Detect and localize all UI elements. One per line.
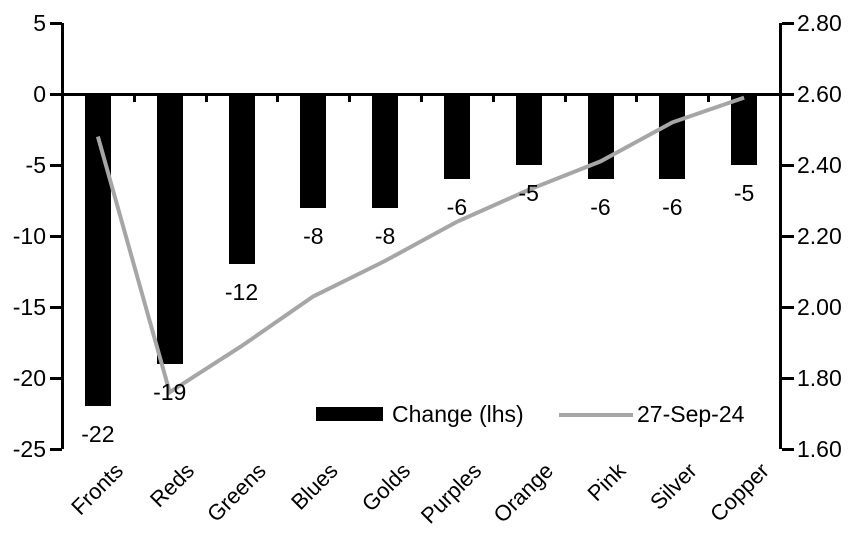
category-label: Copper — [705, 458, 774, 527]
bar — [372, 95, 399, 208]
legend-bar-series-label: Change (lhs) — [392, 401, 524, 427]
category-label: Fronts — [65, 458, 128, 520]
category-label: Reds — [145, 458, 200, 512]
right-axis-tick-label: 2.20 — [797, 223, 842, 249]
category-boundary-tick — [348, 94, 352, 102]
left-axis-tick — [50, 234, 62, 238]
category-boundary-tick — [635, 94, 639, 102]
category-boundary-tick — [491, 94, 495, 102]
right-axis-tick — [782, 447, 794, 451]
category-boundary-tick — [132, 94, 136, 102]
bar-data-label: -6 — [590, 194, 611, 221]
left-axis-tick — [50, 376, 62, 380]
category-boundary-tick — [779, 94, 782, 102]
bar — [228, 95, 255, 265]
bar-data-label: -5 — [733, 180, 755, 206]
category-boundary-tick — [563, 94, 567, 102]
right-axis-tick — [782, 163, 794, 167]
right-axis-tick-label: 2.00 — [797, 294, 842, 320]
category-label: Blues — [286, 458, 343, 515]
bar-data-label: -6 — [446, 194, 468, 221]
bar-data-label: -8 — [303, 222, 324, 249]
right-axis-tick — [782, 92, 794, 96]
left-axis-tick-label: -5 — [25, 152, 46, 178]
bar — [731, 95, 758, 165]
left-axis-tick-label: -20 — [12, 365, 46, 391]
category-boundary-tick — [420, 94, 423, 102]
left-axis-tick — [50, 163, 62, 167]
category-label: Silver — [645, 458, 702, 515]
bar-data-label: -12 — [224, 279, 259, 306]
category-boundary-tick — [61, 94, 64, 102]
right-axis-tick-label: 1.80 — [797, 365, 842, 391]
right-axis-tick-label: 2.60 — [797, 81, 842, 107]
right-axis-tick-label: 2.80 — [797, 10, 842, 36]
left-axis-tick — [50, 21, 62, 25]
category-boundary-tick — [276, 94, 280, 102]
category-label: Purples — [416, 458, 487, 529]
bar — [300, 95, 327, 208]
bar-data-label: -6 — [662, 194, 683, 221]
right-axis-tick — [782, 305, 794, 309]
category-label: Orange — [488, 458, 559, 528]
category-boundary-tick — [707, 94, 711, 102]
bar-data-label: -8 — [374, 222, 396, 249]
bar — [659, 95, 686, 180]
bar — [443, 95, 470, 180]
left-axis-tick-label: 5 — [33, 10, 46, 36]
left-axis-line — [61, 23, 64, 449]
left-axis-tick-label: 0 — [33, 81, 46, 107]
left-axis-tick-label: -10 — [12, 223, 46, 249]
legend-line-swatch — [559, 413, 633, 417]
legend-bar-swatch — [316, 407, 383, 421]
right-axis-tick — [782, 376, 794, 380]
left-axis-tick-label: -15 — [12, 294, 46, 320]
legend-line-series-label: 27-Sep-24 — [637, 401, 745, 427]
right-axis-line — [779, 23, 782, 449]
bar-data-label: -22 — [81, 421, 115, 448]
right-axis-tick — [782, 234, 794, 238]
left-axis-tick — [50, 447, 62, 451]
category-boundary-tick — [204, 94, 208, 102]
bar — [156, 95, 183, 364]
category-label: Pink — [582, 458, 631, 506]
category-label: Golds — [356, 458, 415, 517]
right-axis-tick — [782, 21, 794, 25]
bar — [84, 95, 111, 407]
left-axis-tick — [50, 305, 62, 309]
bar — [587, 95, 614, 180]
category-label: Greens — [202, 458, 272, 527]
left-axis-tick-label: -25 — [12, 436, 46, 462]
right-axis-tick-label: 1.60 — [797, 436, 842, 462]
bar — [515, 95, 542, 165]
right-axis-tick-label: 2.40 — [797, 152, 842, 178]
bar-data-label: -19 — [153, 378, 187, 405]
bar-data-label: -5 — [518, 180, 539, 206]
left-axis-tick — [50, 92, 62, 96]
